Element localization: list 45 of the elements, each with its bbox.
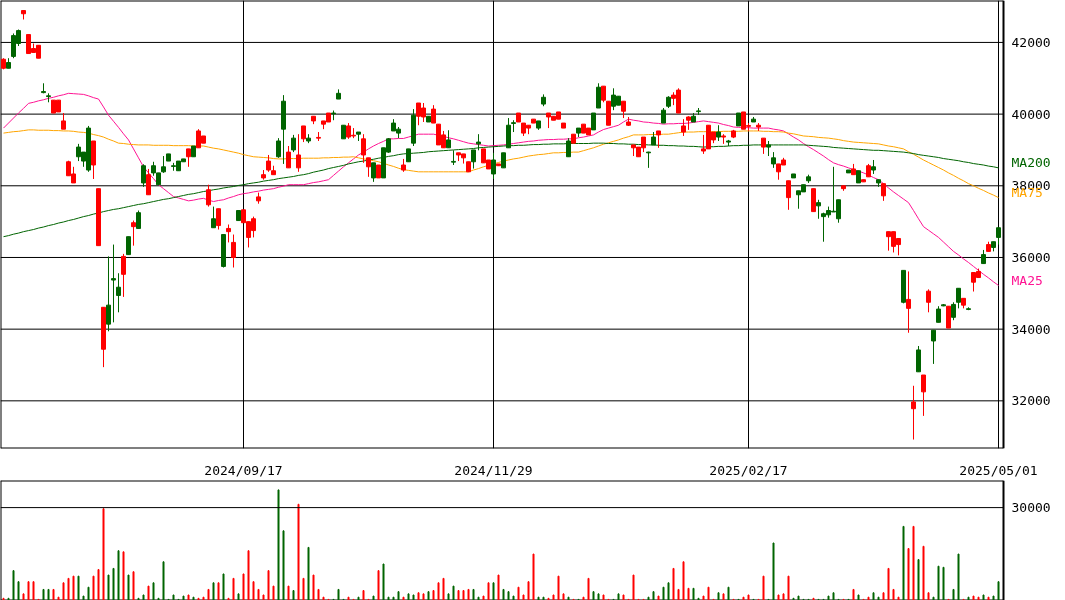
candlestick [231,234,236,269]
candlestick [931,329,936,365]
y-tick-label: 36000 [1011,249,1051,265]
candlestick [211,206,216,229]
x-tick-label: 2025/05/01 [959,462,1038,478]
y-tick-label: 32000 [1011,393,1051,409]
candlestick [366,157,371,178]
candlestick [906,270,911,334]
candlestick [811,188,816,213]
candlestick [596,82,601,109]
series-label: MA25 [1011,272,1043,288]
candlestick [816,199,821,220]
candlestick [946,305,951,329]
candlestick [106,255,111,332]
y-tick-label: 34000 [1011,321,1051,337]
candlestick [911,385,916,441]
candlestick [146,168,151,196]
candlestick [786,180,791,211]
line-series [3,92,999,286]
text: 30000 [1011,500,1051,516]
candlestick [131,220,136,247]
candlestick [116,272,121,313]
candlestick [276,137,281,159]
candlestick [371,162,376,183]
candlestick [646,151,651,169]
candlestick [111,244,116,323]
candlestick [361,133,366,164]
x-tick-label: 2024/09/17 [204,462,283,478]
candlestick [296,133,301,173]
candlestick [141,163,146,188]
x-tick-label: 2025/02/17 [709,462,788,478]
candlestick [916,345,921,373]
candlestick [206,184,211,208]
y-tick-label: 40000 [1011,106,1051,122]
candlestick [926,288,931,313]
candlestick [286,145,291,169]
candlestick [956,287,961,309]
candlestick [121,253,126,298]
series-label: MA200 [1011,155,1051,171]
candlestick [921,374,926,417]
x-tick-label: 2024/11/29 [454,462,533,478]
candlestick [216,208,221,231]
y-tick-label: 42000 [1011,34,1051,50]
candlestick [471,149,476,170]
candlestick [491,152,496,180]
